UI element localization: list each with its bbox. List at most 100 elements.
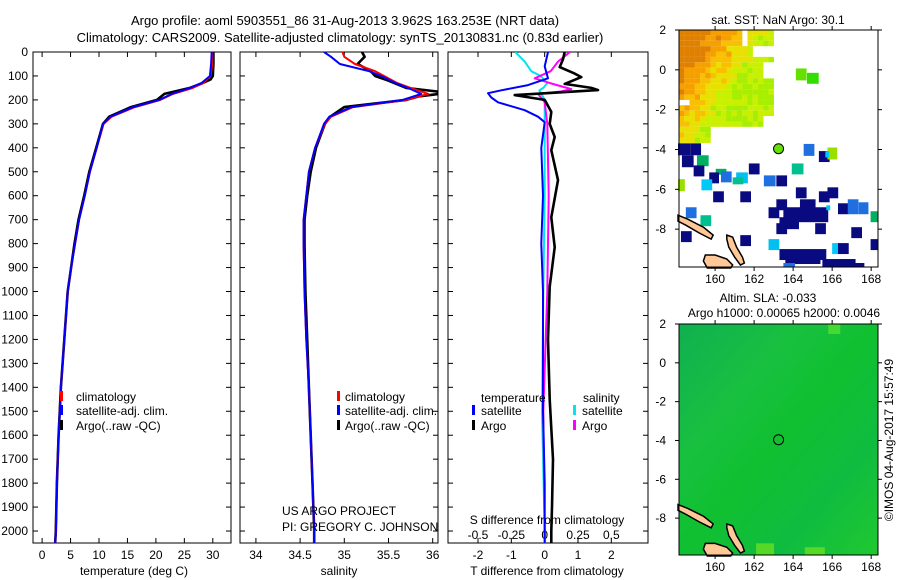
sst-cell [726,116,732,122]
y-tick-label: 1900 [1,500,28,514]
y-tick-label: 500 [8,165,28,179]
sst-cell [694,99,701,106]
temperature-legend: climatology satellite-adj. clim. Argo(..… [60,390,168,433]
sst-cell [731,121,738,127]
sst-cell [838,243,849,255]
y-tick-label: 900 [8,261,28,275]
sst-cell [736,62,743,68]
island-landmass [726,234,746,266]
sst-cell [679,116,685,122]
sst-cell [684,78,690,84]
sst-cell [736,99,743,106]
sst-cell [758,116,764,122]
sst-cell [680,231,692,243]
sst-cell [715,73,722,79]
series-line-satellite-adj-clim- [302,52,423,543]
sst-cell [776,175,788,187]
sla-map: 160 162 164 166 168 2 0 -2 -4 -6 -8 [655,317,882,574]
sst-cell [736,46,743,52]
legend-header-temperature: temperature [481,391,546,405]
y-tick-label: 1700 [1,452,28,466]
y-tick-label: 800 [8,237,28,251]
sst-cell [747,78,753,84]
sst-cell [747,110,753,117]
t-diff-axis-label: T difference from climatology [470,564,624,578]
sst-cell [721,30,727,36]
legend-swatch-t-satellite [472,405,475,415]
sst-cell [763,30,769,36]
sst-cell [689,110,695,117]
sst-cell [684,116,690,122]
sst-cell [694,40,701,47]
sst-cell [681,155,694,168]
sst-cell [763,110,769,117]
sst-cell [721,40,727,47]
sst-cell [689,116,695,122]
sst-cell [803,143,815,156]
sst-cell [726,40,732,47]
sst-cell [689,62,695,68]
sst-cell [736,40,743,47]
x-tick-label: -2 [473,548,484,562]
sst-cell [684,51,690,57]
sst-cell [679,121,685,127]
sst-cell [689,83,695,90]
sst-cell [694,137,701,143]
sst-cell [694,51,701,57]
sst-cell [715,30,722,36]
sst-cell [736,110,743,117]
sla-map-title-1: Altim. SLA: -0.033 [720,291,817,305]
sst-cell [684,35,690,41]
sla-high-patch [804,547,825,556]
sst-cell [679,46,685,52]
sst-cell [700,215,712,227]
sst-cell [705,110,711,117]
sst-cell [710,78,717,84]
sst-cell [715,105,722,111]
sst-cell [763,78,769,84]
lat-tick-label: -4 [655,142,666,156]
sst-cell [684,132,690,138]
y-tick-label: 1000 [1,285,28,299]
sst-cell [720,171,732,183]
sst-cell [689,51,695,57]
sst-cell [742,105,748,111]
sst-cell [752,35,759,41]
sst-cell [726,51,732,57]
sst-cell [694,83,701,90]
sst-cell [731,30,738,36]
sst-cell [694,46,701,52]
sst-cell [684,110,690,117]
sst-cell [731,73,738,79]
sst-cell [747,56,753,63]
lat-tick-label: 2 [659,23,666,37]
sst-cell [710,89,717,95]
sst-cell [776,223,788,235]
sst-cell [710,62,717,68]
sst-cell [700,99,706,106]
sst-cell [694,78,701,84]
sst-cell [678,179,685,192]
sst-cell [679,126,685,133]
x-tick-label: 36 [426,548,440,562]
sst-cell [752,40,759,47]
sst-cell [806,72,819,84]
sst-cell [851,227,863,239]
sst-cell [721,121,727,127]
sst-cell [700,94,706,100]
lon-tick-label: 160 [705,560,725,574]
lat-tick-label: -6 [655,472,666,486]
sst-cell [742,56,748,63]
sst-cell [705,126,711,133]
sst-cell [700,67,706,74]
sst-cell [694,30,701,36]
y-tick-label: 1300 [1,356,28,370]
sst-cell [710,94,717,100]
sst-cell [726,62,732,68]
sst-cell [870,211,879,223]
sst-cell [736,67,743,74]
sst-cell [768,94,774,100]
sst-cell [768,83,774,90]
sst-cell [694,56,701,63]
